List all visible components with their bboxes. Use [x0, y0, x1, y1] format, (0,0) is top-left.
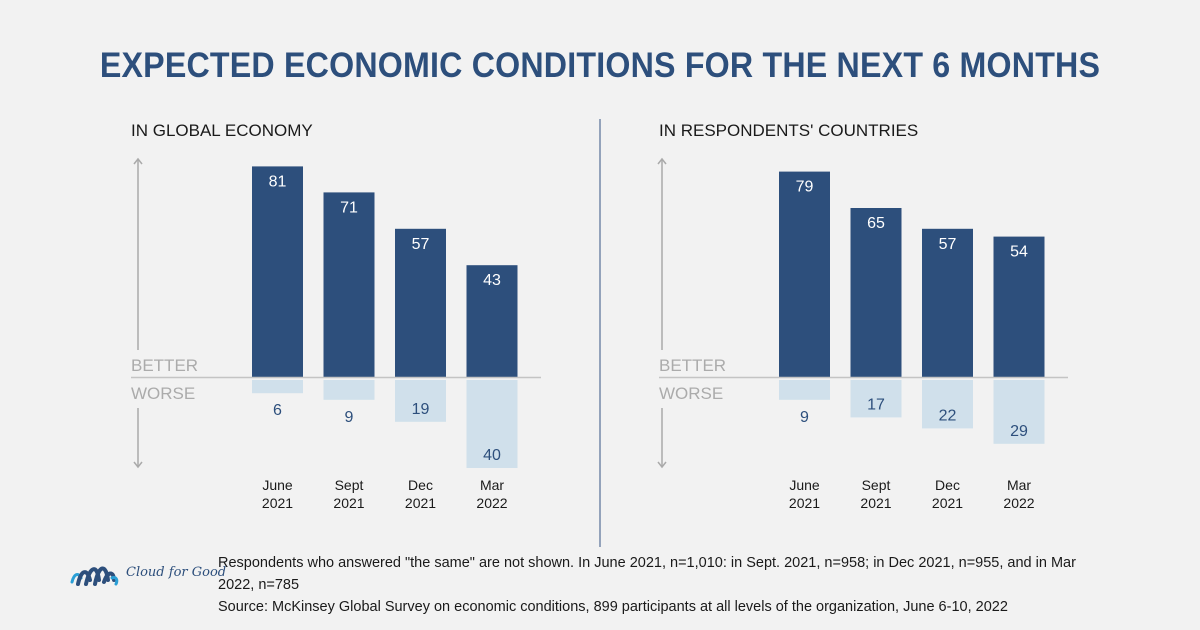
- bar-worse: [323, 380, 375, 400]
- cloud-stripes-logo-icon: [70, 566, 119, 586]
- x-tick-label: 2022: [476, 495, 507, 511]
- bar-better: [466, 265, 518, 377]
- bar-worse-label: 6: [273, 402, 282, 419]
- x-tick-label: Sept: [335, 477, 364, 493]
- logo-text: Cloud for Good: [126, 565, 227, 580]
- x-tick-label: 2022: [1003, 495, 1034, 511]
- x-tick-label: Mar: [480, 477, 504, 493]
- panel-title-global: IN GLOBAL ECONOMY: [131, 121, 313, 140]
- bar-better-label: 79: [796, 179, 814, 196]
- x-tick-label: 2021: [405, 495, 436, 511]
- better-label: BETTER: [131, 356, 198, 375]
- bar-worse: [850, 380, 902, 418]
- footnote-source: Source: McKinsey Global Survey on econom…: [218, 599, 1008, 615]
- x-tick-label: Mar: [1007, 477, 1031, 493]
- bar-worse-label: 17: [867, 396, 885, 413]
- x-tick-label: June: [789, 477, 820, 493]
- bar-worse-label: 9: [800, 409, 809, 426]
- bar-better-label: 71: [340, 199, 358, 216]
- worse-label: WORSE: [131, 384, 195, 403]
- bar-better-label: 43: [483, 272, 501, 289]
- chart-respondents-countries: BETTER WORSE 79 9 June 2021 65 17 Sept 2021 57 22 De…: [657, 157, 1068, 511]
- x-tick-label: 2021: [860, 495, 891, 511]
- bar-better: [993, 236, 1045, 377]
- better-label: BETTER: [659, 356, 726, 375]
- bar-worse: [993, 380, 1045, 444]
- bar-better: [922, 228, 973, 377]
- bar-worse-label: 22: [939, 407, 957, 424]
- bar-worse-label: 29: [1010, 423, 1028, 440]
- x-tick-label: 2021: [333, 495, 364, 511]
- bar-worse: [922, 380, 973, 429]
- x-tick-label: 2021: [932, 495, 963, 511]
- x-tick-label: Dec: [935, 477, 960, 493]
- arrow-up-icon: [133, 157, 143, 165]
- bar-worse: [395, 380, 446, 422]
- panel-title-countries: IN RESPONDENTS' COUNTRIES: [659, 121, 919, 140]
- bar-better-label: 57: [412, 236, 430, 253]
- worse-label: WORSE: [659, 384, 723, 403]
- bar-better: [850, 208, 902, 377]
- bar-worse-label: 19: [412, 401, 430, 418]
- bar-better: [252, 166, 303, 377]
- x-tick-label: June: [262, 477, 293, 493]
- arrow-down-icon: [133, 461, 143, 469]
- footnote-sample-sizes: Respondents who answered "the same" are …: [218, 555, 1076, 593]
- chart-title: EXPECTED ECONOMIC CONDITIONS FOR THE NEX…: [99, 46, 1101, 85]
- bar-better: [323, 192, 375, 377]
- bar-worse: [779, 380, 830, 400]
- bar-worse-label: 9: [345, 409, 354, 426]
- bar-better-label: 81: [269, 173, 287, 190]
- arrow-down-icon: [657, 461, 667, 469]
- bar-better: [779, 171, 830, 377]
- x-tick-label: Sept: [862, 477, 891, 493]
- bar-worse: [252, 380, 303, 394]
- footnote: Respondents who answered "the same" are …: [218, 552, 1088, 618]
- bar-better-label: 54: [1010, 244, 1028, 261]
- x-tick-label: Dec: [408, 477, 433, 493]
- arrow-up-icon: [657, 157, 667, 165]
- chart-global-economy: BETTER WORSE 81 6 June 2021 71 9 Sept 2021 57 19 Dec…: [131, 157, 541, 511]
- bar-worse: [466, 380, 518, 468]
- bar-better-label: 57: [939, 236, 957, 253]
- bar-better: [395, 228, 446, 377]
- panel-divider: [599, 119, 601, 547]
- x-tick-label: 2021: [262, 495, 293, 511]
- bar-better-label: 65: [867, 215, 885, 232]
- x-tick-label: 2021: [789, 495, 820, 511]
- bar-worse-label: 40: [483, 447, 501, 464]
- logo: Cloud for Good: [68, 560, 226, 588]
